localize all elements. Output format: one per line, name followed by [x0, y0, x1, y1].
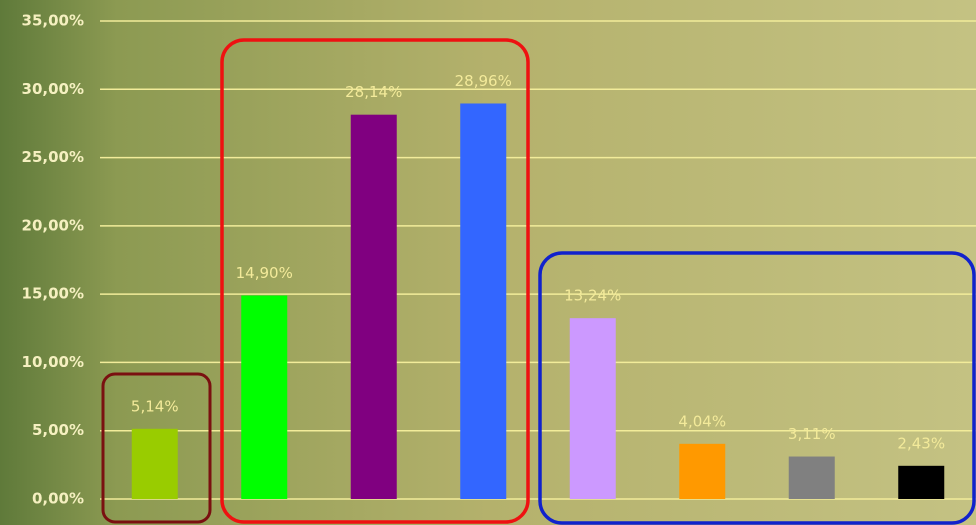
y-tick-label: 20,00%	[22, 216, 84, 234]
value-label: 13,24%	[564, 287, 621, 305]
value-label: 4,04%	[678, 412, 726, 430]
y-tick-label: 5,00%	[32, 421, 84, 439]
bar	[460, 103, 507, 500]
bar	[131, 428, 178, 499]
value-label: 5,14%	[131, 397, 179, 415]
y-tick-label: 30,00%	[22, 80, 84, 98]
group-box	[101, 372, 212, 524]
value-label: 14,90%	[236, 264, 293, 282]
bar	[788, 456, 835, 499]
bar	[241, 295, 288, 499]
y-tick-label: 35,00%	[22, 12, 84, 30]
value-label: 3,11%	[788, 425, 836, 443]
y-tick-label: 0,00%	[32, 490, 84, 508]
value-label: 28,14%	[345, 83, 402, 101]
value-label: 28,96%	[455, 72, 512, 90]
bar	[569, 318, 616, 499]
bar	[898, 465, 945, 499]
y-tick-label: 10,00%	[22, 353, 84, 371]
group-box	[538, 251, 976, 525]
value-label: 2,43%	[897, 434, 945, 452]
y-tick-label: 15,00%	[22, 285, 84, 303]
bar	[679, 443, 726, 499]
bar	[350, 114, 397, 500]
group-box	[220, 38, 530, 524]
y-tick-label: 25,00%	[22, 148, 84, 166]
